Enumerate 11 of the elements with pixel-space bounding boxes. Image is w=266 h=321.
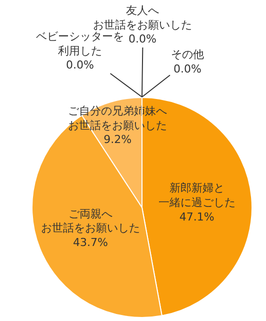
slice-label: ご両親へお世話をお願いした	[40, 207, 140, 235]
data-label: 43.7%	[72, 236, 108, 249]
text: 0.0%	[174, 62, 202, 76]
text: 0.0%	[66, 58, 94, 72]
data-label: 47.1%	[179, 210, 214, 224]
slice-label: 新郎新婦と一緒に過ごした	[158, 182, 236, 209]
text: 0.0%	[128, 32, 156, 46]
data-label: 9.2%	[104, 133, 132, 146]
category-label: その他	[171, 48, 204, 61]
category-label: 友人へお世話をお願いした	[93, 4, 192, 32]
category-label: ベビーシッターを利用した	[36, 30, 124, 58]
